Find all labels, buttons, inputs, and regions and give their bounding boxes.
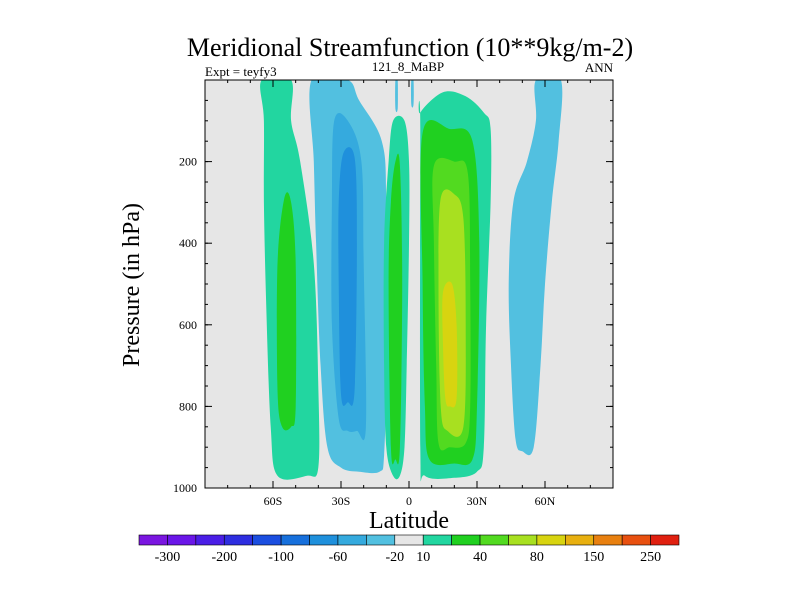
colorbar-swatch xyxy=(195,534,225,546)
colorbar-swatch xyxy=(366,534,396,546)
colorbar-label: -60 xyxy=(329,550,348,565)
y-tick-label: 400 xyxy=(179,236,197,250)
chart-title: Meridional Streamfunction (10**9kg/m-2) xyxy=(187,33,633,62)
colorbar-label: -200 xyxy=(211,550,237,565)
colorbar-label: -300 xyxy=(155,550,181,565)
colorbar-swatch xyxy=(252,534,282,546)
experiment-label: Expt = teyfy3 xyxy=(205,64,277,79)
colorbar-swatch xyxy=(565,534,595,546)
colorbar-swatch xyxy=(337,534,367,546)
x-tick-label: 30S xyxy=(332,494,351,508)
colorbar-swatch xyxy=(536,534,566,546)
colorbar-swatch xyxy=(138,534,168,546)
colorbar-label: 250 xyxy=(640,550,661,565)
y-tick-label: 1000 xyxy=(173,481,197,495)
y-tick-label: 800 xyxy=(179,399,197,413)
period-label: 121_8_MaBP xyxy=(372,59,444,74)
contour-eq-cyan-strip-2 xyxy=(411,80,414,108)
colorbar-label: 150 xyxy=(583,550,604,565)
x-tick-label: 60N xyxy=(535,494,556,508)
colorbar-label: 40 xyxy=(473,550,487,565)
colorbar-label: 80 xyxy=(530,550,544,565)
x-tick-label: 0 xyxy=(406,494,412,508)
colorbar-swatch xyxy=(394,534,424,546)
contour-eq-inner-green xyxy=(388,153,403,465)
colorbar-swatch xyxy=(309,534,339,546)
y-tick-label: 200 xyxy=(179,155,197,169)
y-tick-label: 600 xyxy=(179,318,197,332)
colorbar-swatch xyxy=(650,534,680,546)
colorbar-swatch xyxy=(593,534,623,546)
y-axis-label: Pressure (in hPa) xyxy=(119,203,145,367)
contour-nh-yellow xyxy=(442,281,458,408)
colorbar-swatch xyxy=(280,534,310,546)
contour-sh-inner-green xyxy=(276,192,297,431)
colorbar-swatch xyxy=(451,534,481,546)
contour-nh-cyan xyxy=(508,80,563,456)
x-axis-label: Latitude xyxy=(369,508,449,534)
colorbar-swatch xyxy=(422,534,452,546)
colorbar-swatch xyxy=(223,534,253,546)
colorbar-swatch xyxy=(621,534,651,546)
colorbar-label: -20 xyxy=(385,550,404,565)
season-label: ANN xyxy=(585,60,614,75)
axis-layer: 60S 30S 0 30N 60N 200 400 600 800 1000 xyxy=(173,79,614,508)
colorbar: -300 -200 -100 -60 -20 10 40 80 150 250 xyxy=(138,534,680,565)
colorbar-swatch xyxy=(479,534,509,546)
contour-eq-cyan-strip xyxy=(395,80,398,113)
colorbar-label: -100 xyxy=(268,550,294,565)
colorbar-swatch xyxy=(167,534,197,546)
x-tick-label: 30N xyxy=(467,494,488,508)
colorbar-label: 10 xyxy=(416,550,430,565)
colorbar-swatch xyxy=(508,534,538,546)
x-tick-label: 60S xyxy=(264,494,283,508)
contour-layer xyxy=(260,80,563,482)
contour-sh-deep-blue xyxy=(338,147,357,406)
